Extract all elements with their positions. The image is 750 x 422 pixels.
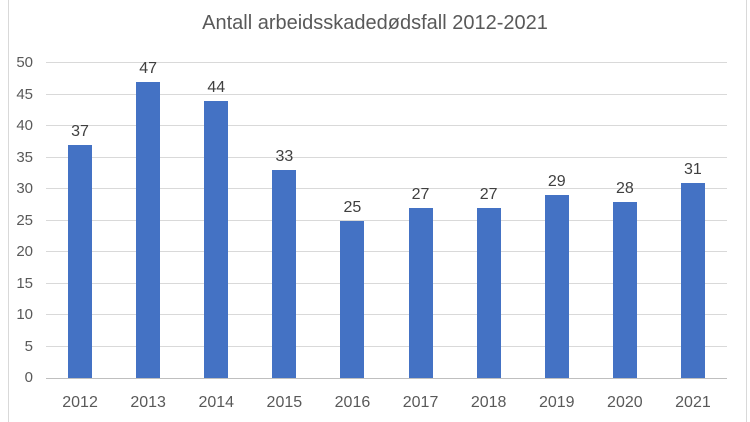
y-tick-label: 15	[16, 274, 33, 292]
bar-value-label: 27	[411, 185, 430, 203]
bar-value-label: 29	[547, 173, 566, 191]
gridline	[46, 93, 727, 95]
bar	[544, 195, 569, 378]
y-tick-label: 5	[24, 337, 33, 355]
bar-value-label: 47	[139, 59, 158, 77]
gridline	[46, 314, 727, 315]
gridline	[46, 219, 727, 221]
x-tick-label: 2012	[62, 394, 98, 411]
bar-value-label: 25	[343, 198, 362, 216]
x-tick-label: 2016	[334, 394, 371, 411]
bar	[68, 144, 93, 378]
y-tick-label: 20	[16, 243, 33, 260]
y-tick-label: 30	[16, 180, 33, 197]
bar	[272, 170, 297, 378]
bar-value-label: 33	[275, 148, 294, 166]
bar-value-label: 44	[207, 78, 226, 96]
bar	[408, 207, 433, 378]
x-axis-line	[46, 378, 727, 379]
x-tick-label: 2015	[266, 394, 303, 411]
bar-value-label: 27	[479, 185, 498, 203]
chart-border-right	[746, 0, 747, 422]
chart-border-left	[8, 0, 9, 422]
plot-area: 37 47 44 33 25 27 27 29 28 31	[46, 60, 727, 379]
gridline	[46, 251, 727, 252]
bar	[340, 220, 365, 378]
bar	[612, 201, 637, 378]
y-tick-label: 0	[24, 369, 33, 386]
bar	[204, 100, 229, 378]
y-tick-label: 35	[16, 148, 33, 166]
gridline	[46, 125, 727, 126]
bar-value-label: 31	[684, 160, 702, 178]
gridline	[46, 282, 727, 284]
x-tick-label: 2013	[130, 394, 166, 411]
y-tick-label: 50	[16, 54, 33, 71]
x-tick-label: 2019	[538, 394, 575, 411]
y-tick-label: 10	[16, 306, 33, 323]
x-tick-label: 2018	[470, 394, 507, 411]
x-tick-label: 2021	[675, 394, 711, 411]
y-tick-label: 25	[16, 211, 33, 229]
chart-title: Antall arbeidsskadedødsfall 2012-2021	[202, 12, 548, 34]
gridline	[46, 62, 727, 63]
bar-value-label: 37	[71, 122, 89, 140]
x-tick-label: 2020	[607, 394, 643, 411]
bar-value-label: 28	[615, 179, 634, 197]
x-axis-labels: 2012 2013 2014 2015 2016 2017 2018 2019 2020 2021	[46, 390, 727, 414]
bar	[476, 207, 501, 378]
bar	[680, 182, 705, 378]
x-tick-label: 2014	[198, 394, 235, 411]
y-tick-label: 45	[16, 85, 33, 103]
x-tick-label: 2017	[402, 394, 439, 411]
gridline	[46, 156, 727, 158]
gridline	[46, 345, 727, 347]
gridline	[46, 188, 727, 189]
y-tick-label: 40	[16, 117, 33, 134]
bar	[136, 81, 161, 378]
